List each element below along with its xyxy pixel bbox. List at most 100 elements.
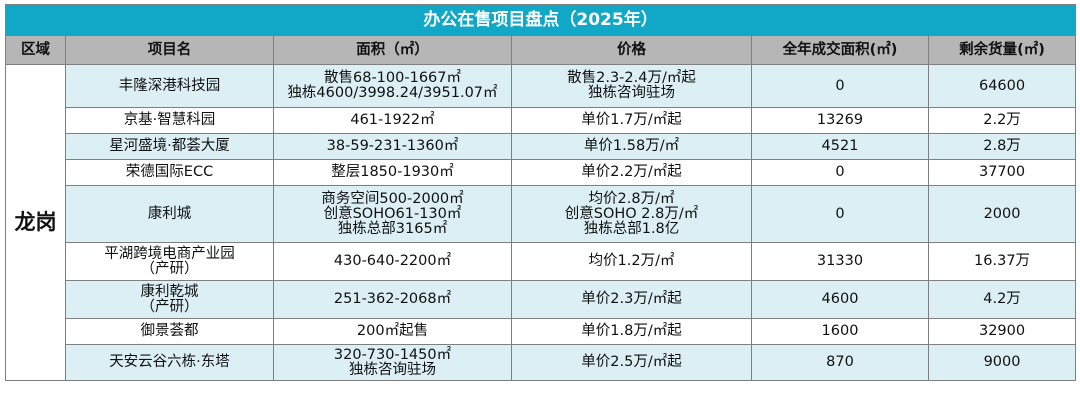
price-cell-line: 单价2.5万/㎡起	[581, 354, 682, 370]
price-cell-line: 独栋总部1.8亿	[583, 220, 680, 237]
price-cell-line: 单价1.8万/㎡起	[581, 323, 682, 339]
project-name-cell-line: （产研）	[140, 260, 199, 277]
remaining-stock-cell: 4.2万	[927, 280, 1077, 319]
project-name-cell: 康利城	[65, 185, 274, 243]
project-name-cell-line: 天安云谷六栋·东塔	[109, 354, 230, 370]
sales-table-container: 办公在售项目盘点（2025年） 区域 项目名 面积（㎡） 价格 全年成交面积(㎡…	[4, 4, 1077, 381]
header-row: 区域 项目名 面积（㎡） 价格 全年成交面积(㎡) 剩余货量(㎡)	[5, 35, 1077, 65]
area-cell: 430-640-2200㎡	[273, 242, 512, 281]
remaining-stock-cell: 16.37万	[927, 242, 1077, 281]
area-cell-line: 251-362-2068㎡	[333, 291, 452, 307]
table-row: 康利乾城 （产研） 251-362-2068㎡ 单价2.3万/㎡起 4600 4.2万	[6, 280, 1077, 319]
remaining-stock-cell: 37700	[927, 159, 1077, 186]
table-row: 平湖跨境电商产业园 （产研） 430-640-2200㎡ 均价1.2万/㎡ 31330 1…	[6, 242, 1077, 281]
project-name-cell-line: 荣德国际ECC	[125, 164, 214, 180]
project-name-cell-line: 丰隆深港科技园	[118, 77, 221, 94]
header-project-name: 项目名	[65, 35, 274, 65]
price-cell: 均价1.2万/㎡	[511, 242, 752, 281]
table-row: 京基·智慧科园 461-1922㎡ 单价1.7万/㎡起 13269 2.2万	[6, 107, 1077, 134]
price-cell-line: 单价2.2万/㎡起	[581, 164, 682, 180]
project-name-cell: 康利乾城 （产研）	[65, 280, 274, 319]
remaining-stock-cell: 2.2万	[927, 107, 1077, 134]
project-name-cell: 星河盛境·都荟大厦	[65, 133, 274, 160]
area-cell-line: 商务空间500-2000㎡	[321, 190, 464, 207]
table-body: 龙岗 丰隆深港科技园 散售68-100-1667㎡ 独栋4600/3998.24/39…	[5, 64, 1077, 381]
area-cell: 整层1850-1930㎡	[273, 159, 512, 186]
deal-area-cell: 1600	[751, 318, 929, 345]
table-row: 康利城 商务空间500-2000㎡ 创意SOHO61-130㎡ 独栋总部3165㎡ 均价…	[6, 185, 1077, 243]
table-row: 天安云谷六栋·东塔 320-730-1450㎡ 独栋咨询驻场 单价2.5万/㎡起 870…	[6, 344, 1077, 381]
price-cell-line: 单价1.58万/㎡	[583, 138, 680, 154]
remaining-stock-cell: 2000	[927, 185, 1077, 243]
price-cell-line: 单价2.3万/㎡起	[581, 291, 682, 307]
area-cell: 38-59-231-1360㎡	[273, 133, 512, 160]
remaining-stock-cell: 32900	[927, 318, 1077, 345]
table-row: 星河盛境·都荟大厦 38-59-231-1360㎡ 单价1.58万/㎡ 4521 2.8…	[6, 133, 1077, 160]
project-name-cell-line: 星河盛境·都荟大厦	[109, 138, 230, 154]
header-price: 价格	[511, 35, 752, 65]
project-name-cell-line: 平湖跨境电商产业园	[104, 245, 235, 262]
deal-area-cell: 13269	[751, 107, 929, 134]
price-cell-line: 散售2.3-2.4万/㎡起	[567, 70, 696, 86]
deal-area-cell: 0	[751, 159, 929, 186]
price-cell: 单价2.5万/㎡起	[511, 344, 752, 381]
header-remaining-stock: 剩余货量(㎡)	[927, 35, 1077, 65]
project-name-cell-line: 康利乾城	[140, 283, 199, 300]
price-cell-line: 单价1.7万/㎡起	[581, 112, 682, 128]
remaining-stock-cell: 2.8万	[927, 133, 1077, 160]
deal-area-cell: 31330	[751, 242, 929, 281]
price-cell-line: 均价2.8万/㎡	[588, 190, 675, 207]
office-sales-table: 办公在售项目盘点（2025年） 区域 项目名 面积（㎡） 价格 全年成交面积(㎡…	[4, 4, 1077, 381]
area-cell-line: 38-59-231-1360㎡	[326, 138, 459, 154]
area-cell-line: 430-640-2200㎡	[333, 253, 452, 269]
area-cell-line: 独栋4600/3998.24/3951.07㎡	[287, 85, 498, 101]
price-cell: 单价2.3万/㎡起	[511, 280, 752, 319]
price-cell: 单价1.7万/㎡起	[511, 107, 752, 134]
deal-area-cell: 0	[751, 185, 929, 243]
remaining-stock-cell: 64600	[927, 64, 1077, 108]
header-region: 区域	[5, 35, 66, 65]
table-row: 龙岗 丰隆深港科技园 散售68-100-1667㎡ 独栋4600/3998.24/39…	[5, 64, 1077, 381]
price-cell: 散售2.3-2.4万/㎡起 独栋咨询驻场	[511, 64, 752, 108]
price-cell-line: 均价1.2万/㎡	[588, 253, 675, 269]
price-cell-line: 创意SOHO 2.8万/㎡	[564, 205, 699, 222]
area-cell: 320-730-1450㎡ 独栋咨询驻场	[273, 344, 512, 381]
area-cell-line: 创意SOHO61-130㎡	[323, 205, 462, 222]
table-row: 御景荟都 200㎡起售 单价1.8万/㎡起 1600 32900	[6, 318, 1077, 345]
area-cell-line: 461-1922㎡	[350, 112, 435, 128]
project-name-cell: 天安云谷六栋·东塔	[65, 344, 274, 381]
remaining-stock-cell: 9000	[927, 344, 1077, 381]
deal-area-cell: 870	[751, 344, 929, 381]
area-cell-line: 独栋咨询驻场	[349, 361, 436, 378]
project-name-cell-line: 御景荟都	[140, 323, 199, 339]
deal-area-cell: 0	[751, 64, 929, 108]
price-cell: 单价2.2万/㎡起	[511, 159, 752, 186]
project-name-cell: 丰隆深港科技园	[65, 64, 274, 108]
area-cell-line: 320-730-1450㎡	[333, 346, 452, 363]
price-cell: 均价2.8万/㎡ 创意SOHO 2.8万/㎡ 独栋总部1.8亿	[511, 185, 752, 243]
project-name-cell-line: 京基·智慧科园	[123, 112, 216, 128]
deal-area-cell: 4521	[751, 133, 929, 160]
area-cell-line: 独栋总部3165㎡	[337, 220, 448, 237]
project-name-cell: 平湖跨境电商产业园 （产研）	[65, 242, 274, 281]
project-name-cell: 荣德国际ECC	[65, 159, 274, 186]
project-name-cell: 御景荟都	[65, 318, 274, 345]
table-row: 荣德国际ECC 整层1850-1930㎡ 单价2.2万/㎡起 0 37700	[6, 159, 1077, 186]
region-cell: 龙岗	[5, 64, 66, 381]
project-name-cell-line: （产研）	[140, 298, 199, 315]
area-cell: 461-1922㎡	[273, 107, 512, 134]
area-cell: 散售68-100-1667㎡ 独栋4600/3998.24/3951.07㎡	[273, 64, 512, 108]
area-cell-line: 散售68-100-1667㎡	[324, 70, 461, 86]
project-name-cell: 京基·智慧科园	[65, 107, 274, 134]
area-cell: 商务空间500-2000㎡ 创意SOHO61-130㎡ 独栋总部3165㎡	[273, 185, 512, 243]
price-cell-line: 独栋咨询驻场	[588, 85, 675, 101]
area-cell: 251-362-2068㎡	[273, 280, 512, 319]
area-cell-line: 整层1850-1930㎡	[331, 164, 454, 180]
price-cell: 单价1.8万/㎡起	[511, 318, 752, 345]
price-cell: 单价1.58万/㎡	[511, 133, 752, 160]
area-cell: 200㎡起售	[273, 318, 512, 345]
project-name-cell-line: 康利城	[147, 205, 192, 222]
deal-area-cell: 4600	[751, 280, 929, 319]
header-annual-deal-area: 全年成交面积(㎡)	[751, 35, 929, 65]
header-area: 面积（㎡）	[273, 35, 512, 65]
